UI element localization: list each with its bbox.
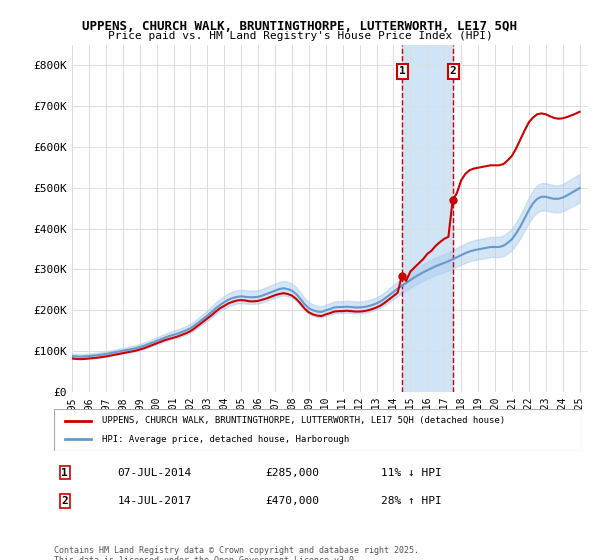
Text: 07-JUL-2014: 07-JUL-2014 — [118, 468, 191, 478]
FancyBboxPatch shape — [54, 409, 582, 451]
Text: HPI: Average price, detached house, Harborough: HPI: Average price, detached house, Harb… — [101, 435, 349, 444]
Text: Price paid vs. HM Land Registry's House Price Index (HPI): Price paid vs. HM Land Registry's House … — [107, 31, 493, 41]
Text: 11% ↓ HPI: 11% ↓ HPI — [382, 468, 442, 478]
Text: UPPENS, CHURCH WALK, BRUNTINGTHORPE, LUTTERWORTH, LE17 5QH: UPPENS, CHURCH WALK, BRUNTINGTHORPE, LUT… — [83, 20, 517, 32]
Text: 14-JUL-2017: 14-JUL-2017 — [118, 496, 191, 506]
Bar — [402, 45, 453, 392]
Text: 1: 1 — [399, 66, 406, 76]
Text: £285,000: £285,000 — [265, 468, 319, 478]
Text: 2: 2 — [450, 66, 457, 76]
Text: Contains HM Land Registry data © Crown copyright and database right 2025.
This d: Contains HM Land Registry data © Crown c… — [54, 546, 419, 560]
Text: 1: 1 — [61, 468, 68, 478]
Text: UPPENS, CHURCH WALK, BRUNTINGTHORPE, LUTTERWORTH, LE17 5QH (detached house): UPPENS, CHURCH WALK, BRUNTINGTHORPE, LUT… — [101, 416, 505, 425]
Text: 28% ↑ HPI: 28% ↑ HPI — [382, 496, 442, 506]
Text: 2: 2 — [61, 496, 68, 506]
Text: £470,000: £470,000 — [265, 496, 319, 506]
